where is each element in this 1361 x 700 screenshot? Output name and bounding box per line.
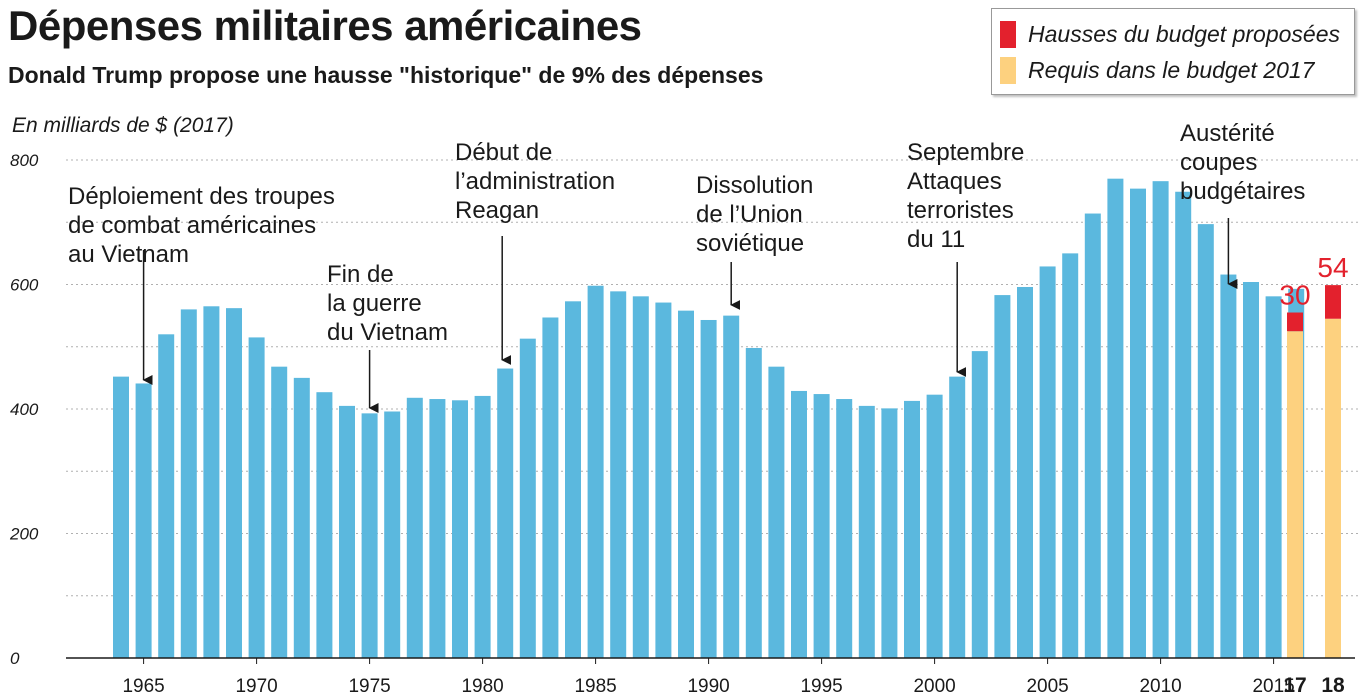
bar xyxy=(768,366,785,658)
increase-label-17: 30 xyxy=(1279,280,1310,311)
x-tick-label-18: 18 xyxy=(1321,674,1345,697)
bar xyxy=(226,308,242,658)
bar xyxy=(858,405,875,658)
bar xyxy=(316,392,333,658)
bar xyxy=(158,334,175,658)
bar xyxy=(565,301,581,658)
x-tick-label: 1985 xyxy=(574,676,616,697)
bar xyxy=(745,347,762,658)
bar xyxy=(949,376,966,658)
legend-swatch-increase xyxy=(1000,20,1016,48)
bar xyxy=(1130,188,1146,658)
bar xyxy=(1017,286,1033,658)
bar xyxy=(678,310,694,658)
chart-subtitle: Donald Trump propose une hausse "histori… xyxy=(8,62,764,88)
y-tick-label: 200 xyxy=(9,525,39,544)
x-tick-label: 1980 xyxy=(461,676,503,697)
bar xyxy=(113,376,129,658)
bar xyxy=(180,309,197,658)
annotation-2001: Septembre Attaques terroristes du 11 xyxy=(907,139,1024,253)
annotation-1991: Dissolution de l’Union soviétique xyxy=(696,172,813,257)
bar xyxy=(135,383,152,658)
bar xyxy=(384,411,401,658)
legend-swatch-required xyxy=(1000,56,1016,84)
bar xyxy=(271,366,288,658)
x-tick-label-17: 17 xyxy=(1283,674,1306,697)
bar xyxy=(926,394,943,658)
bar xyxy=(248,337,265,658)
x-tick-label: 1970 xyxy=(235,676,277,697)
bar xyxy=(361,413,378,658)
bar xyxy=(1175,191,1192,658)
bar xyxy=(587,285,604,658)
bar xyxy=(836,399,853,658)
bar xyxy=(1107,178,1124,659)
x-tick-label: 1995 xyxy=(800,676,842,697)
x-tick-label: 2015 xyxy=(1252,676,1294,697)
bar xyxy=(1039,266,1056,658)
bar xyxy=(542,317,559,658)
bar xyxy=(1243,282,1259,658)
bar xyxy=(723,315,740,658)
annotation-1965: Déploiement des troupes de combat américa… xyxy=(68,183,335,268)
bar xyxy=(700,319,717,658)
bar xyxy=(406,397,423,658)
bar xyxy=(655,302,672,658)
legend-label-required: Requis dans le budget 2017 xyxy=(1028,56,1315,83)
x-tick-label: 2000 xyxy=(913,676,955,697)
bar xyxy=(519,338,536,658)
bar xyxy=(452,400,468,658)
y-tick-label: 0 xyxy=(10,649,20,668)
x-tick-label: 1990 xyxy=(687,676,729,697)
chart-title: Dépenses militaires américaines xyxy=(8,2,642,49)
bar xyxy=(1265,296,1282,658)
bar xyxy=(994,295,1011,658)
legend-label-increase: Hausses du budget proposées xyxy=(1028,20,1340,47)
bar xyxy=(293,377,310,658)
bar xyxy=(1197,224,1214,658)
bar-increase-17 xyxy=(1287,312,1303,332)
y-tick-label: 400 xyxy=(10,400,39,419)
bar xyxy=(429,399,446,658)
bar xyxy=(1084,213,1101,658)
bar xyxy=(1152,181,1169,659)
bar xyxy=(791,390,807,658)
legend: Hausses du budget proposées Requis dans … xyxy=(991,8,1355,95)
bar xyxy=(632,296,649,658)
legend-item-required: Requis dans le budget 2017 xyxy=(1000,55,1314,85)
x-tick-label: 2005 xyxy=(1026,676,1068,697)
bar xyxy=(610,291,627,658)
bar xyxy=(497,368,514,658)
bar xyxy=(904,400,920,658)
increase-label-18: 54 xyxy=(1317,252,1348,283)
x-tick-label: 1975 xyxy=(348,676,390,697)
annotation-1975: Fin de la guerre du Vietnam xyxy=(327,261,448,346)
y-tick-label: 600 xyxy=(10,276,39,295)
bar xyxy=(971,351,988,658)
x-tick-label: 2010 xyxy=(1139,676,1181,697)
y-tick-label: 800 xyxy=(10,151,39,170)
annotation-1981: Début de l’administration Reagan xyxy=(455,139,615,224)
annotation-2013: Austérité coupes budgétaires xyxy=(1180,120,1305,205)
y-axis-label: En milliards de $ (2017) xyxy=(12,114,234,137)
bar xyxy=(474,395,491,658)
bar xyxy=(881,408,898,658)
bar-required-17 xyxy=(1287,331,1303,658)
legend-item-increase: Hausses du budget proposées xyxy=(1000,19,1340,49)
bar xyxy=(1062,253,1079,658)
bar-increase-18 xyxy=(1325,285,1341,319)
bar-required-18 xyxy=(1325,318,1341,658)
bar xyxy=(339,405,355,658)
bar xyxy=(203,306,220,658)
x-tick-label: 1965 xyxy=(122,676,164,697)
bar xyxy=(813,394,830,658)
bar xyxy=(1220,274,1237,658)
